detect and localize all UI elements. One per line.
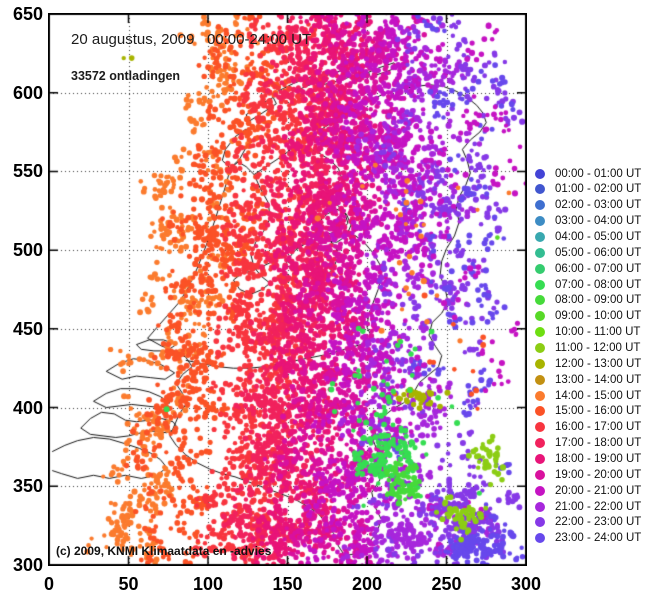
y-tick-label: 550 <box>12 161 43 182</box>
legend-row: 13:00 - 14:00 UT <box>532 372 641 387</box>
legend-label: 11:00 - 12:00 UT <box>555 341 641 354</box>
x-tick-label: 0 <box>43 574 54 594</box>
legend-row: 09:00 - 10:00 UT <box>532 309 641 324</box>
legend-label: 16:00 - 17:00 UT <box>555 421 642 434</box>
legend-color-dot <box>535 231 545 242</box>
x-tick-label: 150 <box>272 574 303 594</box>
legend-color-dot <box>535 501 545 512</box>
y-tick-label: 450 <box>12 318 43 339</box>
legend-row: 12:00 - 13:00 UT <box>532 356 641 371</box>
legend-row: 07:00 - 08:00 UT <box>532 277 641 292</box>
legend-label: 10:00 - 11:00 UT <box>555 326 641 339</box>
legend-label: 19:00 - 20:00 UT <box>555 468 642 481</box>
legend-row: 23:00 - 24:00 UT <box>532 531 641 546</box>
legend-color-dot <box>535 327 545 338</box>
legend-label: 04:00 - 05:00 UT <box>555 230 642 243</box>
legend-row: 11:00 - 12:00 UT <box>532 340 640 355</box>
legend-label: 01:00 - 02:00 UT <box>555 183 642 196</box>
legend-row: 05:00 - 06:00 UT <box>532 245 641 260</box>
y-tick-label: 300 <box>12 555 43 575</box>
legend-row: 04:00 - 05:00 UT <box>532 229 641 244</box>
legend-label: 21:00 - 22:00 UT <box>555 500 642 513</box>
legend-label: 02:00 - 03:00 UT <box>555 199 642 212</box>
legend-label: 18:00 - 19:00 UT <box>555 452 642 465</box>
legend-color-dot <box>535 342 545 353</box>
legend-color-dot <box>535 200 545 211</box>
y-tick-label: 600 <box>12 82 43 103</box>
legend-color-dot <box>535 168 545 179</box>
legend-row: 22:00 - 23:00 UT <box>532 515 641 530</box>
legend-color-dot <box>535 184 545 195</box>
legend-color-dot <box>535 406 545 417</box>
legend-label: 05:00 - 06:00 UT <box>555 246 642 259</box>
x-tick-label: 300 <box>510 574 542 594</box>
legend-color-dot <box>535 263 545 274</box>
y-tick-label: 500 <box>12 240 43 261</box>
legend-row: 06:00 - 07:00 UT <box>532 261 641 276</box>
legend-color-dot <box>535 216 545 227</box>
legend-color-dot <box>535 422 545 433</box>
legend-row: 08:00 - 09:00 UT <box>532 293 641 308</box>
legend-color-dot <box>535 469 545 480</box>
legend-color-dot <box>535 390 545 401</box>
legend-label: 09:00 - 10:00 UT <box>555 310 642 323</box>
legend-color-dot <box>535 358 545 369</box>
legend-label: 17:00 - 18:00 UT <box>555 437 642 450</box>
legend-label: 00:00 - 01:00 UT <box>555 167 642 180</box>
discharge-count-label: 33572 ontladingen <box>71 69 181 83</box>
legend-row: 18:00 - 19:00 UT <box>532 451 641 466</box>
legend-row: 21:00 - 22:00 UT <box>532 499 641 514</box>
legend-color-dot <box>535 295 545 306</box>
legend-row: 20:00 - 21:00 UT <box>532 483 641 498</box>
legend-color-dot <box>535 279 545 290</box>
y-tick-label: 350 <box>12 476 43 497</box>
x-tick-label: 100 <box>192 574 224 594</box>
legend-row: 01:00 - 02:00 UT <box>532 182 641 197</box>
plot-title: 20 augustus, 2009 00:00-24:00 UT <box>71 31 312 48</box>
legend-row: 00:00 - 01:00 UT <box>532 166 641 181</box>
legend-row: 16:00 - 17:00 UT <box>532 420 641 435</box>
legend-label: 03:00 - 04:00 UT <box>555 215 642 228</box>
scatter-plot-canvas <box>48 13 527 566</box>
legend-color-dot <box>535 485 545 496</box>
legend-row: 14:00 - 15:00 UT <box>532 388 641 403</box>
legend-color-dot <box>535 374 545 385</box>
x-tick-label: 250 <box>431 574 462 594</box>
legend-label: 23:00 - 24:00 UT <box>555 532 642 545</box>
legend-label: 06:00 - 07:00 UT <box>555 262 642 275</box>
legend-row: 10:00 - 11:00 UT <box>532 325 640 340</box>
legend-row: 17:00 - 18:00 UT <box>532 436 641 451</box>
legend-color-dot <box>535 247 545 258</box>
legend-color-dot <box>535 517 545 528</box>
copyright-text: (c) 2009, KNMI Klimaatdata en -advies <box>56 544 272 558</box>
y-tick-label: 400 <box>12 397 43 418</box>
legend-row: 03:00 - 04:00 UT <box>532 214 641 229</box>
time-bin-legend: 00:00 - 01:00 UT 01:00 - 02:00 UT 02:00 - … <box>532 166 659 548</box>
legend-label: 14:00 - 15:00 UT <box>555 389 642 402</box>
legend-label: 12:00 - 13:00 UT <box>555 357 642 370</box>
legend-row: 19:00 - 20:00 UT <box>532 467 641 482</box>
legend-label: 08:00 - 09:00 UT <box>555 294 642 307</box>
legend-label: 07:00 - 08:00 UT <box>555 278 642 291</box>
x-tick-label: 50 <box>118 574 139 594</box>
legend-label: 15:00 - 16:00 UT <box>555 405 642 418</box>
legend-color-dot <box>535 438 545 449</box>
y-tick-label: 650 <box>12 4 43 24</box>
legend-color-dot <box>535 533 545 544</box>
legend-color-dot <box>535 453 545 464</box>
legend-label: 20:00 - 21:00 UT <box>555 484 642 497</box>
legend-label: 13:00 - 14:00 UT <box>555 373 642 386</box>
legend-row: 02:00 - 03:00 UT <box>532 198 641 213</box>
x-tick-label: 200 <box>351 574 383 594</box>
legend-row: 15:00 - 16:00 UT <box>532 404 641 419</box>
legend-label: 22:00 - 23:00 UT <box>555 516 642 529</box>
legend-color-dot <box>535 311 545 322</box>
